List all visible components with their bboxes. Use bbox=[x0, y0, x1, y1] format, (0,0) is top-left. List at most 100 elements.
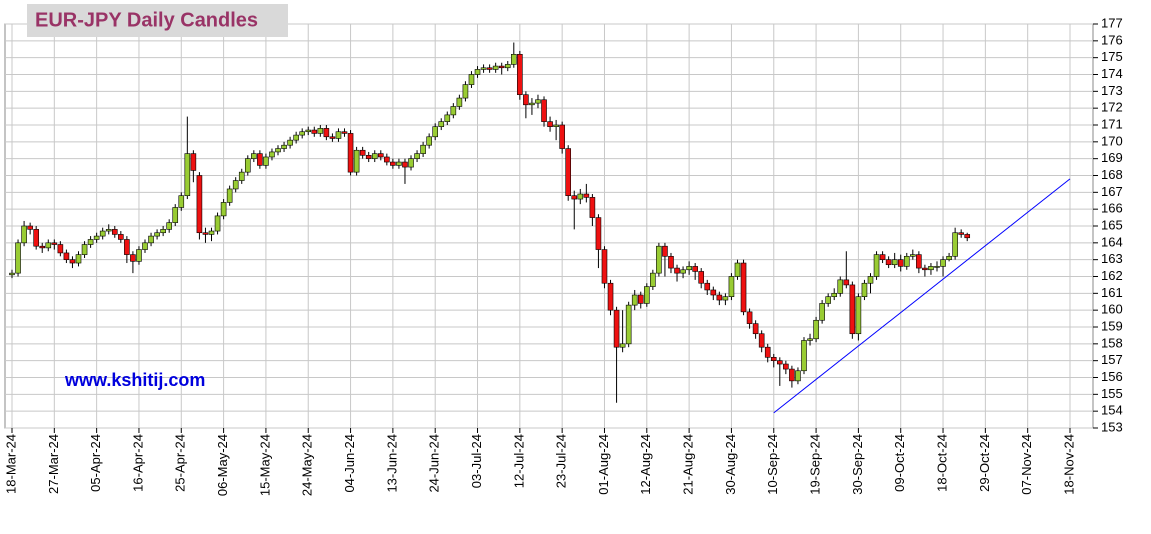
x-tick-label: 25-Apr-24 bbox=[173, 434, 188, 492]
candle-body bbox=[734, 262, 741, 277]
watermark: www.kshitij.com bbox=[64, 370, 205, 390]
candle-body bbox=[444, 114, 451, 122]
candle-body bbox=[510, 53, 517, 65]
candle-body bbox=[402, 161, 408, 168]
x-tick-label: 24-May-24 bbox=[300, 434, 315, 496]
candle-body bbox=[9, 272, 15, 276]
candle-body bbox=[498, 65, 505, 69]
candle-body bbox=[650, 272, 656, 287]
candle-body bbox=[486, 67, 493, 70]
candle-body bbox=[631, 294, 638, 306]
y-tick-label: 157 bbox=[1101, 352, 1123, 367]
candle-body bbox=[335, 131, 342, 139]
candle-body bbox=[583, 193, 590, 198]
candle-body bbox=[885, 259, 892, 266]
candle-body bbox=[275, 148, 281, 153]
candle-body bbox=[287, 139, 293, 146]
candle-body bbox=[849, 284, 856, 335]
candle-body bbox=[75, 254, 82, 264]
candle-body bbox=[438, 121, 445, 127]
candle-body bbox=[504, 64, 511, 69]
candle-body bbox=[81, 244, 88, 255]
candle-body bbox=[456, 97, 463, 107]
candle-body bbox=[238, 171, 245, 181]
x-tick-label: 29-Oct-24 bbox=[977, 434, 992, 492]
y-tick-label: 169 bbox=[1101, 150, 1123, 165]
candle-body bbox=[807, 338, 813, 341]
candles bbox=[9, 42, 1071, 414]
candle-body bbox=[347, 133, 354, 173]
candle-body bbox=[952, 232, 958, 257]
candle-body bbox=[710, 289, 717, 296]
candle-body bbox=[625, 304, 632, 345]
candle-body bbox=[559, 124, 565, 149]
candle-body bbox=[517, 53, 523, 96]
candle-body bbox=[130, 254, 136, 262]
candle-body bbox=[33, 229, 39, 247]
y-tick-label: 159 bbox=[1101, 318, 1123, 333]
candle-body bbox=[105, 229, 112, 232]
candle-body bbox=[311, 129, 318, 134]
y-tick-label: 165 bbox=[1101, 217, 1123, 232]
candle-body bbox=[662, 245, 668, 257]
candle-body bbox=[220, 202, 227, 217]
candle-body bbox=[178, 195, 185, 208]
candle-body bbox=[39, 245, 46, 249]
candle-body bbox=[281, 144, 287, 149]
candle-body bbox=[184, 153, 191, 197]
x-tick-label: 30-Aug-24 bbox=[723, 434, 738, 495]
candle-body bbox=[698, 271, 705, 284]
candle-body bbox=[359, 149, 366, 156]
candle-body bbox=[263, 156, 269, 166]
candle-body bbox=[111, 229, 118, 235]
candle-body bbox=[208, 230, 215, 235]
candle-body bbox=[377, 153, 384, 158]
candle-body bbox=[916, 254, 922, 269]
x-tick-label: 30-Sep-24 bbox=[850, 434, 865, 495]
candle-body bbox=[269, 151, 275, 158]
y-tick-label: 173 bbox=[1101, 83, 1123, 98]
y-tick-label: 172 bbox=[1101, 100, 1123, 115]
x-tick-label: 12-Jul-24 bbox=[511, 434, 526, 488]
candle-body bbox=[770, 356, 777, 361]
candle-body bbox=[202, 232, 209, 235]
x-tick-label: 05-Apr-24 bbox=[88, 434, 103, 492]
candle-body bbox=[819, 303, 825, 321]
candle-body bbox=[21, 225, 27, 244]
candle-body bbox=[432, 126, 439, 138]
candle-body bbox=[964, 234, 971, 239]
candle-body bbox=[946, 255, 952, 260]
x-tick-label: 24-Jun-24 bbox=[427, 434, 442, 493]
candle-body bbox=[51, 242, 58, 245]
candle-body bbox=[668, 255, 674, 269]
candle-body bbox=[69, 259, 76, 264]
candle-body bbox=[831, 293, 838, 298]
y-tick-label: 170 bbox=[1101, 133, 1123, 148]
candle-body bbox=[571, 195, 578, 200]
title-box bbox=[27, 4, 288, 37]
candle-body bbox=[855, 296, 862, 335]
y-tick-label: 176 bbox=[1101, 32, 1123, 47]
candle-body bbox=[450, 106, 457, 116]
candle-body bbox=[299, 131, 305, 136]
candle-body bbox=[789, 368, 795, 382]
candle-body bbox=[903, 255, 910, 267]
candle-body bbox=[196, 175, 203, 234]
candle-body bbox=[27, 225, 33, 230]
x-tick-label: 18-Oct-24 bbox=[934, 434, 949, 492]
candle-body bbox=[777, 360, 783, 365]
candle-body bbox=[553, 124, 559, 127]
candle-body bbox=[118, 234, 124, 240]
candle-body bbox=[843, 279, 850, 286]
candle-body bbox=[577, 193, 584, 200]
candle-body bbox=[861, 282, 868, 298]
candle-body bbox=[801, 340, 807, 372]
candle-body bbox=[480, 67, 487, 70]
x-tick-label: 09-Oct-24 bbox=[892, 434, 907, 492]
candle-body bbox=[251, 153, 257, 159]
candle-body bbox=[958, 232, 964, 235]
candle-body bbox=[891, 259, 898, 266]
candle-body bbox=[148, 235, 154, 244]
candle-body bbox=[692, 266, 698, 272]
